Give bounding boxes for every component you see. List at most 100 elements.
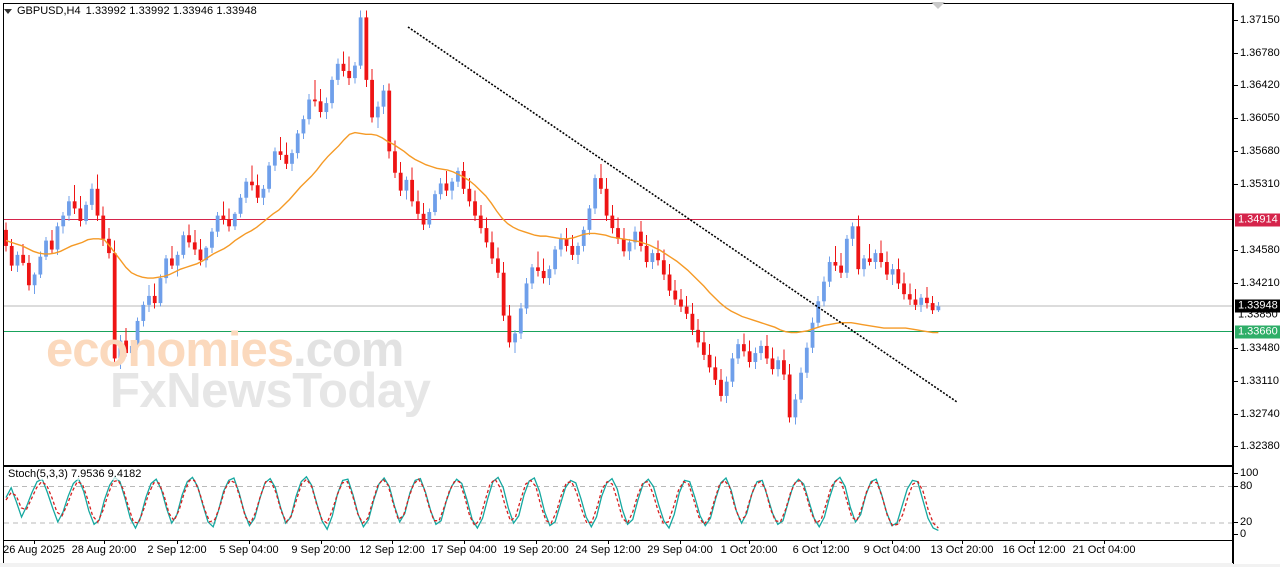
candle-body[interactable] bbox=[181, 235, 186, 255]
candle-body[interactable] bbox=[433, 194, 437, 213]
candle-body[interactable] bbox=[204, 247, 209, 261]
candle-body[interactable] bbox=[919, 297, 924, 305]
candle-body[interactable] bbox=[15, 254, 20, 266]
candle-body[interactable] bbox=[444, 183, 449, 191]
candle-body[interactable] bbox=[467, 188, 472, 202]
stochastic-canvas[interactable] bbox=[4, 467, 1232, 539]
candle-body[interactable] bbox=[261, 188, 266, 198]
candle-body[interactable] bbox=[255, 185, 260, 198]
candle-body[interactable] bbox=[473, 201, 477, 216]
candle-body[interactable] bbox=[410, 179, 415, 202]
candle-body[interactable] bbox=[724, 381, 729, 396]
candle-body[interactable] bbox=[295, 133, 300, 154]
candle-body[interactable] bbox=[804, 347, 809, 373]
candle-body[interactable] bbox=[118, 340, 123, 359]
candle-body[interactable] bbox=[95, 188, 100, 216]
candle-body[interactable] bbox=[661, 260, 666, 275]
candle-body[interactable] bbox=[9, 245, 14, 266]
candle-body[interactable] bbox=[358, 17, 363, 66]
candle-body[interactable] bbox=[244, 181, 249, 198]
candle-body[interactable] bbox=[913, 299, 918, 305]
candle-body[interactable] bbox=[141, 304, 146, 321]
candle-body[interactable] bbox=[215, 215, 220, 232]
candle-body[interactable] bbox=[856, 226, 861, 270]
candle-body[interactable] bbox=[667, 274, 672, 291]
candle-body[interactable] bbox=[438, 183, 443, 195]
candle-body[interactable] bbox=[210, 231, 214, 248]
candle-body[interactable] bbox=[335, 63, 340, 80]
candle-body[interactable] bbox=[827, 262, 832, 282]
candle-body[interactable] bbox=[564, 238, 569, 246]
candle-body[interactable] bbox=[221, 215, 226, 220]
candle-body[interactable] bbox=[656, 253, 660, 261]
candle-body[interactable] bbox=[850, 226, 855, 239]
candle-body[interactable] bbox=[370, 79, 374, 118]
candle-body[interactable] bbox=[673, 290, 678, 300]
time-axis[interactable]: 26 Aug 2025 28 Aug 20:00 2 Sep 12:00 5 Sep … bbox=[4, 540, 1232, 563]
candle-body[interactable] bbox=[158, 278, 163, 304]
candle-body[interactable] bbox=[353, 65, 357, 79]
candle-body[interactable] bbox=[387, 90, 392, 152]
candle-body[interactable] bbox=[862, 258, 866, 270]
support-price-tag[interactable]: 1.33660 bbox=[1235, 325, 1280, 339]
candle-body[interactable] bbox=[558, 238, 563, 250]
candle-body[interactable] bbox=[250, 181, 254, 186]
candle-body[interactable] bbox=[227, 219, 231, 227]
caret-down-icon[interactable] bbox=[4, 8, 12, 14]
candle-body[interactable] bbox=[633, 231, 638, 243]
candle-body[interactable] bbox=[375, 106, 380, 118]
candle-body[interactable] bbox=[610, 215, 615, 229]
candle-body[interactable] bbox=[650, 253, 655, 263]
candle-body[interactable] bbox=[553, 249, 558, 270]
candle-body[interactable] bbox=[576, 245, 580, 255]
candle-body[interactable] bbox=[26, 262, 31, 286]
candle-body[interactable] bbox=[570, 245, 575, 255]
candle-body[interactable] bbox=[604, 188, 609, 216]
candle-body[interactable] bbox=[930, 303, 935, 311]
candle-body[interactable] bbox=[267, 165, 272, 189]
candle-body[interactable] bbox=[364, 17, 369, 80]
candle-body[interactable] bbox=[72, 201, 77, 209]
price-pane[interactable] bbox=[4, 4, 1232, 462]
price-axis[interactable]: 1.37150 1.36780 1.36420 1.36050 1.35680 1.353… bbox=[1234, 3, 1280, 564]
candle-body[interactable] bbox=[690, 313, 695, 330]
candle-body[interactable] bbox=[84, 204, 88, 221]
last-price-tag[interactable]: 1.33948 bbox=[1235, 299, 1280, 313]
candle-body[interactable] bbox=[461, 170, 466, 189]
candle-body[interactable] bbox=[536, 267, 540, 271]
resistance-price-tag[interactable]: 1.34914 bbox=[1235, 213, 1280, 227]
candle-body[interactable] bbox=[347, 70, 352, 79]
descending-trendline[interactable] bbox=[407, 26, 958, 403]
candle-body[interactable] bbox=[747, 351, 752, 362]
candle-body[interactable] bbox=[307, 99, 312, 120]
candle-body[interactable] bbox=[867, 258, 872, 263]
candle-body[interactable] bbox=[198, 249, 203, 261]
candle-body[interactable] bbox=[421, 213, 426, 225]
candle-body[interactable] bbox=[879, 253, 884, 263]
candle-body[interactable] bbox=[496, 258, 500, 273]
candle-body[interactable] bbox=[455, 170, 460, 182]
candle-body[interactable] bbox=[741, 344, 746, 352]
candle-body[interactable] bbox=[524, 283, 529, 309]
candle-body[interactable] bbox=[147, 295, 151, 305]
candle-body[interactable] bbox=[839, 265, 844, 273]
candle-body[interactable] bbox=[341, 63, 346, 71]
candlestick-canvas[interactable] bbox=[4, 4, 1232, 462]
candle-body[interactable] bbox=[782, 360, 786, 375]
candle-body[interactable] bbox=[124, 340, 129, 354]
candle-body[interactable] bbox=[290, 153, 294, 164]
candle-body[interactable] bbox=[238, 197, 243, 214]
candle-body[interactable] bbox=[701, 342, 706, 355]
candle-body[interactable] bbox=[925, 297, 929, 304]
candle-body[interactable] bbox=[764, 345, 769, 359]
candle-body[interactable] bbox=[770, 358, 775, 370]
candle-body[interactable] bbox=[427, 212, 432, 225]
candle-body[interactable] bbox=[393, 151, 397, 173]
candle-body[interactable] bbox=[187, 235, 191, 243]
candle-body[interactable] bbox=[902, 283, 906, 295]
candle-body[interactable] bbox=[278, 151, 283, 155]
candle-body[interactable] bbox=[873, 253, 878, 263]
candle-body[interactable] bbox=[719, 379, 723, 396]
candle-body[interactable] bbox=[616, 228, 620, 239]
candle-body[interactable] bbox=[112, 253, 117, 359]
